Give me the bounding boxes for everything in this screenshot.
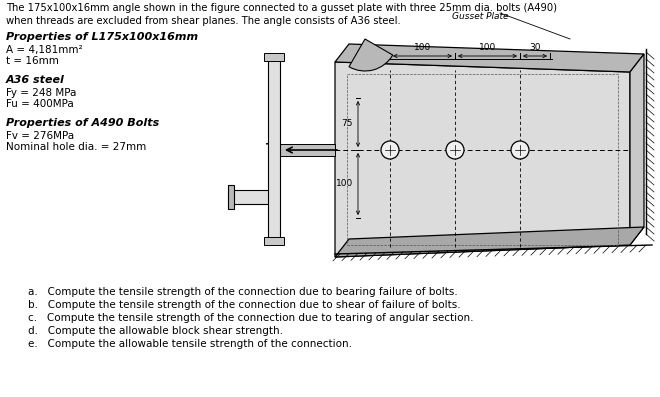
Wedge shape <box>349 39 393 71</box>
Circle shape <box>446 141 464 159</box>
Text: c.   Compute the tensile strength of the connection due to tearing of angular se: c. Compute the tensile strength of the c… <box>28 313 473 323</box>
Polygon shape <box>335 227 644 257</box>
Text: Gusset Plate: Gusset Plate <box>451 12 508 21</box>
Polygon shape <box>335 62 630 257</box>
Bar <box>233 190 270 204</box>
Bar <box>268 57 280 239</box>
Text: 100: 100 <box>479 43 496 52</box>
Circle shape <box>511 141 529 159</box>
Bar <box>347 74 618 245</box>
Text: Properties of L175x100x16mm: Properties of L175x100x16mm <box>6 32 198 42</box>
Text: Properties of A490 Bolts: Properties of A490 Bolts <box>6 118 159 128</box>
Text: T: T <box>266 141 274 154</box>
Text: b.   Compute the tensile strength of the connection due to shear of failure of b: b. Compute the tensile strength of the c… <box>28 300 461 310</box>
Text: A = 4,181mm²: A = 4,181mm² <box>6 45 82 55</box>
Text: Fv = 276MPa: Fv = 276MPa <box>6 131 74 141</box>
Circle shape <box>381 141 399 159</box>
Text: A36 steel: A36 steel <box>6 75 65 85</box>
Bar <box>264 53 284 61</box>
Text: 100: 100 <box>336 179 353 189</box>
Text: a.   Compute the tensile strength of the connection due to bearing failure of bo: a. Compute the tensile strength of the c… <box>28 287 458 297</box>
Text: Nominal hole dia. = 27mm: Nominal hole dia. = 27mm <box>6 142 147 152</box>
Bar <box>228 185 234 209</box>
Text: d.   Compute the allowable block shear strength.: d. Compute the allowable block shear str… <box>28 326 283 336</box>
Text: 100: 100 <box>414 43 431 52</box>
Polygon shape <box>335 44 644 72</box>
Text: 75: 75 <box>341 119 353 129</box>
Text: Fy = 248 MPa: Fy = 248 MPa <box>6 88 77 98</box>
Text: e.   Compute the allowable tensile strength of the connection.: e. Compute the allowable tensile strengt… <box>28 339 352 349</box>
Text: t = 16mm: t = 16mm <box>6 56 59 66</box>
Polygon shape <box>630 54 644 245</box>
Bar <box>264 237 284 245</box>
Text: 30: 30 <box>529 43 541 52</box>
Text: when threads are excluded from shear planes. The angle consists of A36 steel.: when threads are excluded from shear pla… <box>6 16 401 26</box>
Bar <box>278 144 335 156</box>
Text: The 175x100x16mm angle shown in the figure connected to a gusset plate with thre: The 175x100x16mm angle shown in the figu… <box>6 3 557 13</box>
Text: Fu = 400MPa: Fu = 400MPa <box>6 99 74 109</box>
